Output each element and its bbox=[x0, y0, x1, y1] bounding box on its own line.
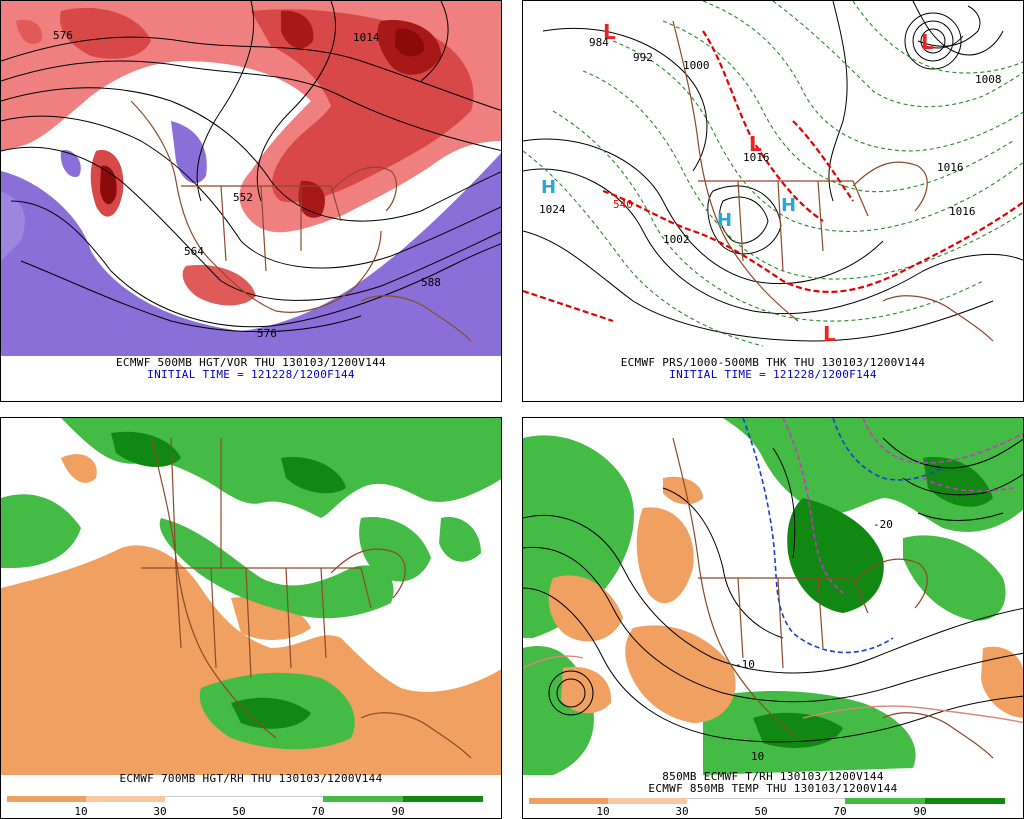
colorbar-tick: 10 bbox=[74, 805, 88, 818]
high-pressure-marker: H bbox=[781, 195, 796, 216]
panel-pressure-thickness: L L L L H H H 984 992 1000 1016 1024 540… bbox=[522, 0, 1024, 402]
isobar-label: 1002 bbox=[663, 233, 690, 246]
low-pressure-marker: L bbox=[823, 322, 836, 346]
high-pressure-marker: H bbox=[717, 210, 732, 231]
contour-label: 1014 bbox=[353, 31, 380, 44]
low-pressure-marker: L bbox=[921, 30, 934, 54]
panel-700mb-rh: ECMWF 700MB HGT/RH THU 130103/1200V144 1… bbox=[0, 417, 502, 819]
contour-label: 576 bbox=[257, 327, 277, 340]
colorbar-tick: 30 bbox=[153, 805, 167, 818]
map-caption: ECMWF 850MB TEMP THU 130103/1200V144 bbox=[648, 782, 898, 795]
colorbar-tick: 50 bbox=[232, 805, 246, 818]
map-caption: ECMWF 500MB HGT/VOR THU 130103/1200V144 bbox=[116, 356, 386, 369]
map-caption: 850MB ECMWF T/RH 130103/1200V144 bbox=[662, 770, 884, 783]
colorbar-tick: 70 bbox=[833, 805, 847, 818]
rh-map bbox=[1, 418, 501, 775]
panel-500mb-vorticity: 576 1014 564 552 588 576 ECMWF 500MB HGT… bbox=[0, 0, 502, 402]
colorbar-ticks: 10 30 50 70 90 bbox=[1, 805, 501, 818]
low-pressure-marker: L bbox=[749, 132, 762, 156]
colorbar-tick: 10 bbox=[596, 805, 610, 818]
high-pressure-marker: H bbox=[541, 177, 556, 198]
colorbar-tick: 50 bbox=[754, 805, 768, 818]
negative-vorticity-region bbox=[1, 153, 501, 356]
dry-region bbox=[1, 545, 501, 775]
contour-label: 588 bbox=[421, 276, 441, 289]
isobar-label: 1024 bbox=[539, 203, 566, 216]
vorticity-map: 576 1014 564 552 588 576 bbox=[1, 1, 501, 356]
low-pressure-marker: L bbox=[603, 20, 616, 44]
isobar-label: 1008 bbox=[975, 73, 1002, 86]
rh-colorbar bbox=[7, 796, 483, 803]
contour-label: 576 bbox=[53, 29, 73, 42]
temp-label: -10 bbox=[735, 658, 755, 671]
pressure-map: L L L L H H H 984 992 1000 1016 1024 540… bbox=[523, 1, 1023, 356]
colorbar-tick: 70 bbox=[311, 805, 325, 818]
colorbar-tick: 30 bbox=[675, 805, 689, 818]
moist-region bbox=[1, 494, 81, 568]
temp-label: 10 bbox=[751, 750, 764, 763]
contour-label: 564 bbox=[184, 245, 204, 258]
panel-850mb-temp-rh: -20 10 -10 850MB ECMWF T/RH 130103/1200V… bbox=[522, 417, 1024, 819]
isobar-label: 984 bbox=[589, 36, 609, 49]
rh-colorbar bbox=[529, 798, 1005, 805]
isobar-label: 1016 bbox=[949, 205, 976, 218]
colorbar-tick: 90 bbox=[913, 805, 927, 818]
isobar-label: 992 bbox=[633, 51, 653, 64]
colorbar-tick: 90 bbox=[391, 805, 405, 818]
isobar-label: 1000 bbox=[683, 59, 710, 72]
colorbar-ticks: 10 30 50 70 90 bbox=[523, 805, 1023, 818]
thickness-label: 540 bbox=[613, 198, 633, 211]
isobar-label: 1016 bbox=[937, 161, 964, 174]
temp-label: -20 bbox=[873, 518, 893, 531]
map-caption: ECMWF PRS/1000-500MB THK THU 130103/1200… bbox=[620, 356, 926, 369]
initial-time-caption: INITIAL TIME = 121228/1200F144 bbox=[147, 368, 355, 381]
temp-rh-map: -20 10 -10 bbox=[523, 418, 1023, 775]
map-caption: ECMWF 700MB HGT/RH THU 130103/1200V144 bbox=[119, 772, 383, 785]
initial-time-caption: INITIAL TIME = 121228/1200F144 bbox=[669, 368, 877, 381]
contour-label: 552 bbox=[233, 191, 253, 204]
isobar-label: 1016 bbox=[743, 151, 770, 164]
